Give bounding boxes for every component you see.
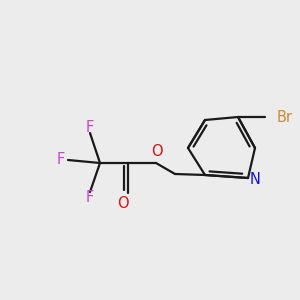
Text: F: F (86, 119, 94, 134)
Text: O: O (117, 196, 129, 211)
Text: F: F (57, 152, 65, 167)
Text: F: F (86, 190, 94, 206)
Text: N: N (250, 172, 260, 188)
Text: O: O (151, 145, 163, 160)
Text: Br: Br (277, 110, 293, 124)
